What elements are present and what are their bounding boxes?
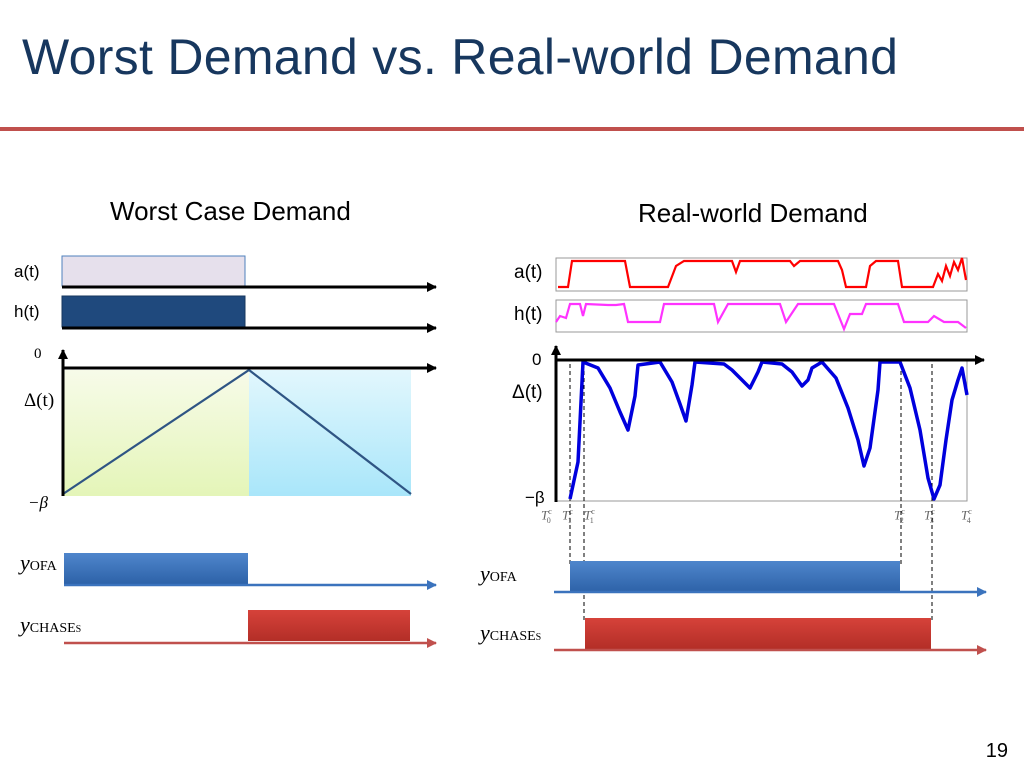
left-chase-row (64, 610, 437, 648)
left-heading: Worst Case Demand (110, 196, 351, 226)
title-divider (0, 127, 1024, 131)
right-h-row (555, 299, 968, 333)
page-number: 19 (985, 740, 1008, 762)
left-a-label: a(t) (14, 262, 40, 281)
right-h-label: h(t) (514, 304, 543, 325)
left-h-row (61, 295, 437, 333)
right-ofa-row (554, 561, 987, 597)
tick-t1-second: Tc1 (584, 507, 595, 525)
left-ofa-row (64, 553, 437, 590)
left-ofa-label: yOFA (20, 550, 57, 575)
left-delta-plot (58, 349, 437, 496)
left-h-bar (61, 295, 246, 328)
left-delta-curve (62, 368, 412, 495)
right-delta-plot (551, 345, 985, 622)
right-chase-row (554, 618, 987, 655)
right-h-signal (555, 302, 967, 332)
slide-title: Worst Demand vs. Real-world Demand (22, 29, 899, 85)
right-delta-label: Δ(t) (512, 382, 543, 403)
left-beta-label: −β (28, 493, 48, 512)
left-ofa-bar (64, 553, 248, 584)
left-delta-label: Δ(t) (24, 390, 55, 411)
right-delta-curve (568, 360, 969, 501)
left-h-label: h(t) (14, 302, 40, 321)
tick-t4: Tc4 (961, 507, 972, 525)
right-a-row (555, 257, 968, 292)
right-heading: Real-world Demand (638, 198, 868, 228)
right-a-label: a(t) (514, 262, 543, 283)
right-chase-label: yCHASES (480, 620, 542, 645)
right-zero-label: 0 (532, 350, 542, 369)
left-a-row (61, 255, 437, 292)
tick-t2: Tc2 (894, 507, 905, 525)
left-zero-label: 0 (34, 346, 42, 362)
left-a-bar (61, 255, 246, 287)
left-chase-label: yCHASES (20, 612, 82, 637)
right-delta-frame (555, 359, 968, 502)
right-ofa-bar (570, 561, 900, 592)
right-a-signal (558, 257, 968, 289)
right-ofa-label: yOFA (480, 561, 517, 586)
tick-t0: Tc0 (541, 507, 552, 525)
right-chase-bar (585, 618, 931, 649)
left-chase-bar (248, 610, 410, 641)
right-beta-label: −β (525, 488, 545, 507)
